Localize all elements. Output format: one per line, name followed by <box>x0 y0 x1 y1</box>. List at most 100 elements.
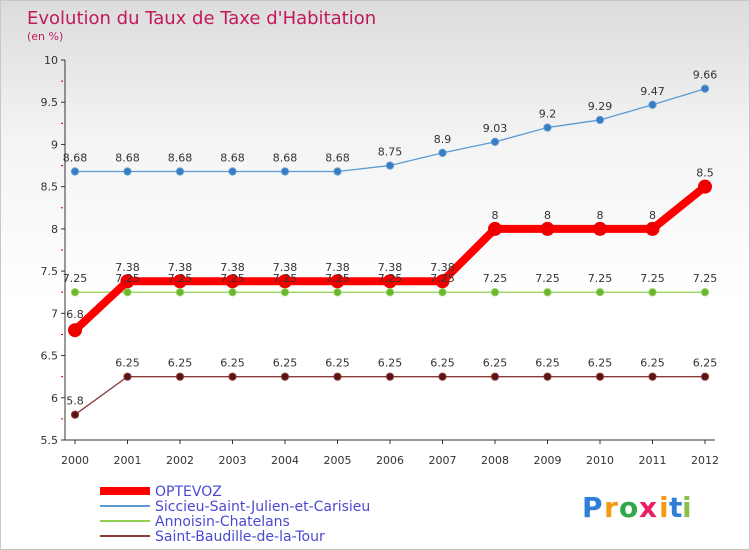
data-point <box>280 288 290 297</box>
data-label: 7.25 <box>273 272 298 285</box>
data-point <box>123 288 132 297</box>
data-label: 6.25 <box>220 357 245 370</box>
data-point <box>333 167 342 176</box>
y-tick-label: 7 <box>51 307 58 320</box>
data-label: 8 <box>649 209 656 222</box>
data-label: 7.25 <box>168 272 193 285</box>
data-label: 6.25 <box>693 357 718 370</box>
logo-letter: o <box>619 491 638 524</box>
data-point <box>700 288 710 297</box>
series-line <box>72 183 708 334</box>
data-point <box>595 115 605 125</box>
logo-letter: r <box>604 491 618 524</box>
data-label: 7.25 <box>535 272 560 285</box>
data-point <box>700 372 710 381</box>
y-tick-label: 7.5 <box>41 265 59 278</box>
data-point <box>278 274 292 289</box>
logo-letter: i <box>682 491 692 524</box>
data-label: 9.66 <box>693 69 718 82</box>
data-point <box>593 221 607 236</box>
data-point <box>385 161 395 170</box>
logo-letter: P <box>582 491 603 524</box>
data-label: 8 <box>597 209 604 222</box>
data-point <box>228 288 237 297</box>
data-point <box>175 288 185 297</box>
x-tick-label: 2005 <box>324 454 352 467</box>
data-point <box>648 100 657 109</box>
data-point <box>175 372 185 381</box>
data-point <box>383 274 397 289</box>
data-label: 7.25 <box>63 272 88 285</box>
data-point <box>385 288 395 297</box>
data-label: 9.03 <box>483 122 508 135</box>
series-siccieu-saint-julien-et-carisieu <box>70 84 710 176</box>
data-point <box>438 288 447 297</box>
data-label: 8.68 <box>63 151 88 164</box>
data-label: 7.38 <box>168 261 193 274</box>
data-label: 7.38 <box>273 261 298 274</box>
data-label: 7.25 <box>588 272 613 285</box>
series-layer <box>68 84 712 419</box>
data-point <box>120 274 135 289</box>
legend: OPTEVOZSiccieu-Saint-Julien-et-CarisieuA… <box>100 484 370 545</box>
data-label: 9.29 <box>588 100 613 113</box>
data-point <box>490 288 500 297</box>
y-tick-label: 9 <box>51 138 58 151</box>
y-tick-label: 8.5 <box>41 181 59 194</box>
data-label: 7.25 <box>325 272 350 285</box>
series-line <box>74 376 705 416</box>
data-point <box>490 372 500 381</box>
data-label: 9.47 <box>640 85 665 98</box>
chart-subtitle: (en %) <box>27 30 63 43</box>
data-label: 7.25 <box>693 272 718 285</box>
x-tick-label: 2002 <box>166 454 194 467</box>
data-point <box>540 221 555 236</box>
data-point <box>595 288 605 297</box>
data-point <box>330 274 345 289</box>
data-point <box>70 167 80 176</box>
data-point <box>543 288 552 297</box>
y-tick-label: 9.5 <box>41 96 59 109</box>
data-label: 6.25 <box>325 357 350 370</box>
data-point <box>438 148 447 157</box>
data-label: 8.68 <box>220 151 245 164</box>
data-label: 8.68 <box>115 151 140 164</box>
data-point <box>228 167 237 176</box>
data-label: 8 <box>492 209 499 222</box>
data-point <box>648 372 657 381</box>
x-tick-label: 2003 <box>219 454 247 467</box>
x-tick-label: 2006 <box>376 454 404 467</box>
y-tick-label: 6 <box>51 392 58 405</box>
data-point <box>438 372 447 381</box>
logo-letter: x <box>639 491 657 524</box>
data-label: 6.25 <box>168 357 193 370</box>
data-point <box>700 84 710 93</box>
series-annoisin-chatelans <box>70 288 710 297</box>
data-label: 6.25 <box>535 357 560 370</box>
logo-letter: t <box>669 491 682 524</box>
data-label: 8.68 <box>325 151 350 164</box>
data-label: 9.2 <box>539 108 557 121</box>
data-label: 7.25 <box>378 272 403 285</box>
data-label: 6.25 <box>640 357 665 370</box>
y-tick-label: 5.5 <box>41 434 59 447</box>
data-label: 8.75 <box>378 146 403 159</box>
axes: 5.5 6 6.5 7 7.5 8 8.5 9 9.5 10 2000 2001 2002 2003 200… <box>41 54 720 467</box>
data-label: 8.68 <box>273 151 298 164</box>
data-point <box>123 167 132 176</box>
series-optevoz <box>68 179 712 338</box>
data-point <box>385 372 395 381</box>
data-label: 6.25 <box>588 357 613 370</box>
data-point <box>68 323 82 338</box>
legend-label: Siccieu-Saint-Julien-et-Carisieu <box>155 499 370 515</box>
data-label: 6.25 <box>483 357 508 370</box>
data-label: 7.38 <box>115 261 140 274</box>
data-label: 7.38 <box>325 261 350 274</box>
data-point <box>698 179 712 194</box>
data-label: 8.5 <box>696 167 714 180</box>
data-point <box>595 372 605 381</box>
data-label: 8.9 <box>434 133 452 146</box>
x-tick-label: 2012 <box>691 454 719 467</box>
data-point <box>70 410 80 419</box>
